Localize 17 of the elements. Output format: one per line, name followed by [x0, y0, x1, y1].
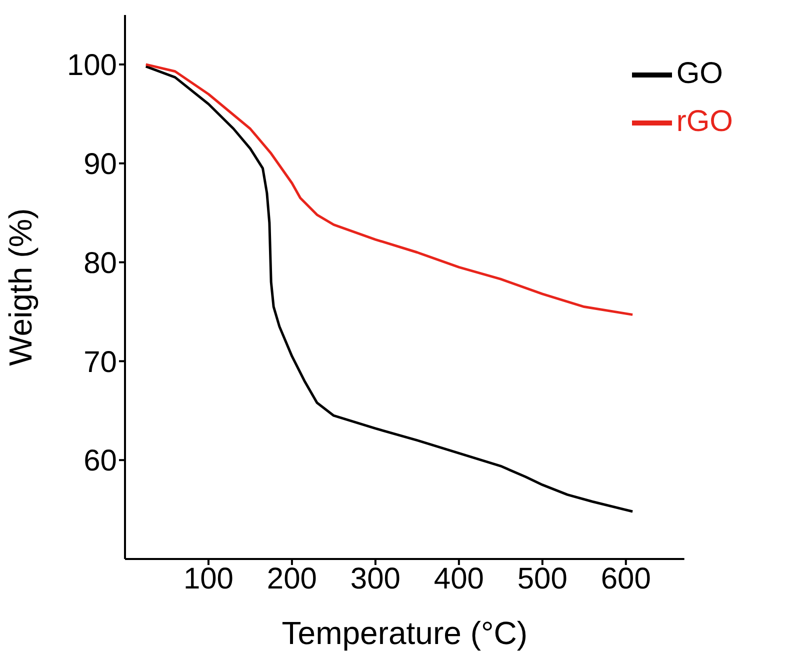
y-axis-title: Weigth (%) [2, 208, 38, 366]
y-tick-label: 90 [84, 148, 117, 182]
line-series [144, 63, 634, 316]
legend-label: rGO [676, 105, 733, 138]
y-tick-label: 60 [84, 444, 117, 478]
x-tick-label: 100 [183, 562, 234, 596]
line-series [144, 65, 634, 513]
y-tick-label: 70 [84, 346, 117, 379]
y-tick-label: 100 [66, 49, 117, 82]
x-tick-label: 500 [517, 562, 568, 596]
x-tick-label: 600 [600, 562, 651, 596]
x-tick-label: 400 [434, 562, 484, 596]
y-tick-label: 80 [84, 246, 117, 280]
legend-label: GO [676, 57, 723, 90]
x-tick-label: 300 [350, 562, 400, 596]
x-tick-label: 200 [266, 562, 317, 596]
x-axis-title: Temperature (°C) [282, 615, 528, 651]
